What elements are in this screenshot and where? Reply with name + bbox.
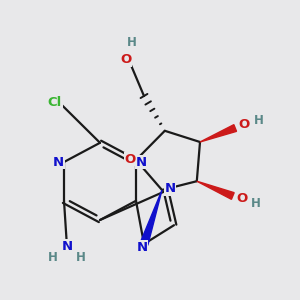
Text: N: N	[61, 239, 73, 253]
Text: N: N	[164, 182, 175, 195]
Text: H: H	[127, 35, 137, 49]
Polygon shape	[200, 125, 236, 142]
Text: H: H	[254, 113, 263, 127]
Polygon shape	[197, 181, 234, 199]
Text: O: O	[124, 153, 136, 166]
Text: H: H	[48, 251, 58, 264]
Text: O: O	[120, 53, 132, 66]
Text: O: O	[236, 191, 247, 205]
Text: N: N	[136, 155, 147, 169]
Polygon shape	[140, 190, 162, 245]
Text: H: H	[76, 251, 86, 264]
Text: H: H	[251, 197, 261, 210]
Text: N: N	[136, 241, 148, 254]
Text: O: O	[238, 118, 250, 131]
Text: Cl: Cl	[48, 95, 62, 109]
Text: N: N	[53, 155, 64, 169]
